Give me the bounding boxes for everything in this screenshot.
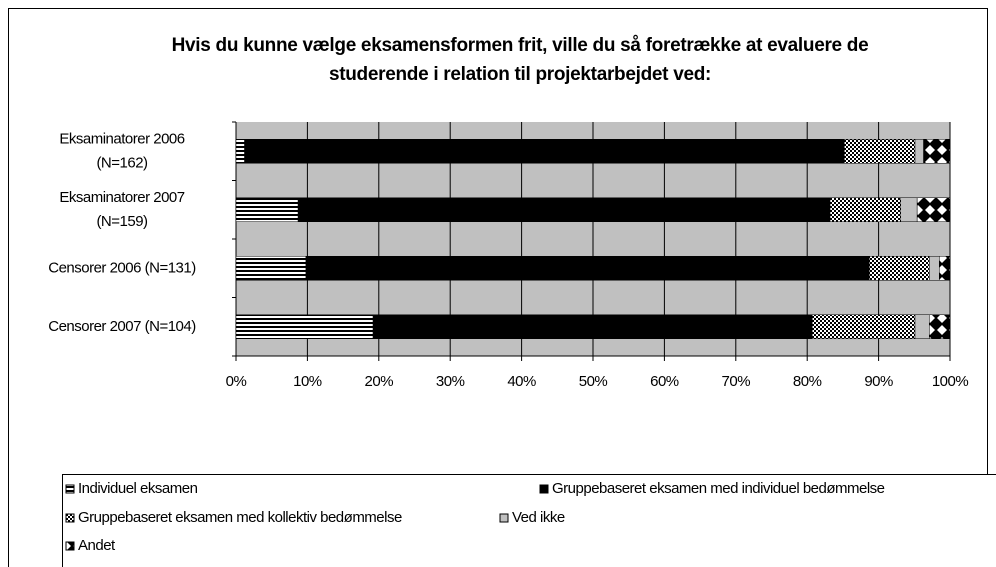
x-tick-label: 20% <box>365 373 394 390</box>
legend-label: Andet <box>78 537 116 554</box>
x-tick-label: 70% <box>722 373 751 390</box>
bar-segment <box>929 256 940 281</box>
bar-segment <box>372 314 813 339</box>
bar-segment <box>923 139 951 164</box>
y-tick-label: Eksaminatorer 2007 (N=159) <box>59 189 184 230</box>
legend-label: Ved ikke <box>512 509 565 526</box>
x-tick-label: 0% <box>226 373 247 390</box>
frame <box>8 8 988 567</box>
legend-swatch <box>65 484 75 494</box>
bar-segment <box>829 197 901 222</box>
bar-segment <box>811 314 916 339</box>
x-tick-label: 40% <box>507 373 536 390</box>
bar-segment <box>869 256 930 281</box>
bar-segment <box>929 314 951 339</box>
x-tick-label: 30% <box>436 373 465 390</box>
bar-segment <box>235 139 245 164</box>
legend-label: Gruppebaseret eksamen med individuel bed… <box>552 480 885 497</box>
bar-segment <box>297 197 831 222</box>
chart-title: Hvis du kunne vælge eksamensformen frit,… <box>172 35 869 85</box>
legend-label: Individuel eksamen <box>78 480 198 497</box>
bar-segment <box>235 314 374 339</box>
legend-box <box>62 474 996 567</box>
bar-segment <box>900 197 918 222</box>
x-tick-label: 50% <box>579 373 608 390</box>
legend-swatch <box>539 484 549 494</box>
bar-segment <box>844 139 916 164</box>
bar-segment <box>914 139 924 164</box>
bar-segment <box>916 197 951 222</box>
bar-segment <box>235 256 307 281</box>
y-tick-label: Censorer 2007 (N=104) <box>48 318 196 335</box>
x-tick-label: 10% <box>293 373 322 390</box>
legend-swatch <box>65 541 75 551</box>
bar-segment <box>244 139 845 164</box>
legend-label: Gruppebaseret eksamen med kollektiv bedø… <box>78 509 402 526</box>
x-tick-label: 60% <box>650 373 679 390</box>
bar-segment <box>305 256 870 281</box>
x-tick-label: 100% <box>932 373 969 390</box>
bar-segment <box>914 314 930 339</box>
x-tick-label: 90% <box>864 373 893 390</box>
y-tick-label: Censorer 2006 (N=131) <box>48 259 196 276</box>
x-tick-label: 80% <box>793 373 822 390</box>
legend-swatch <box>499 513 509 523</box>
legend-swatch <box>65 513 75 523</box>
bar-segment <box>939 256 951 281</box>
y-tick-label: Eksaminatorer 2006 (N=162) <box>59 130 184 171</box>
bar-segment <box>235 197 299 222</box>
